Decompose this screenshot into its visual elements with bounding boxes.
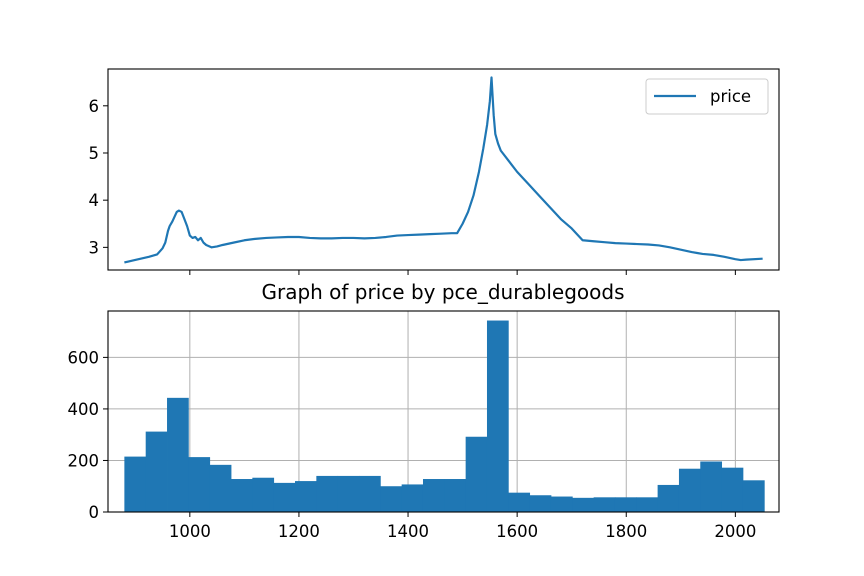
legend: price	[645, 78, 769, 115]
bottom-x-tick-label: 2000	[714, 522, 756, 541]
top-axes-frame	[107, 68, 780, 271]
histogram-bar	[572, 497, 595, 512]
bottom-x-tick-label: 1600	[496, 522, 538, 541]
histogram-bar	[188, 457, 211, 512]
bottom-x-tick-label: 1800	[605, 522, 647, 541]
bottom-y-ticks: 0 200 400 600	[68, 348, 108, 522]
histogram-bar	[593, 497, 616, 512]
top-x-ticks	[189, 270, 736, 275]
legend-box	[645, 78, 769, 115]
price-series-group	[124, 76, 763, 264]
histogram-bar	[550, 496, 573, 512]
histogram-bar	[380, 486, 403, 512]
histogram-bar	[508, 492, 531, 512]
histogram-bar	[636, 497, 659, 512]
series-line-price	[124, 76, 763, 264]
histogram-bar	[444, 479, 467, 512]
bottom-y-tick-label: 400	[68, 400, 100, 419]
top-y-tick-label: 6	[89, 97, 100, 116]
histogram-bars	[124, 320, 765, 512]
histogram-bar	[124, 456, 147, 512]
histogram-bar	[167, 397, 189, 512]
histogram-bar	[529, 495, 552, 512]
histogram-bar	[337, 475, 360, 512]
histogram-bar	[145, 431, 168, 512]
histogram-bar	[401, 484, 424, 512]
bottom-axes-frame	[107, 310, 780, 513]
histogram-bar	[209, 464, 232, 512]
top-y-tick-label: 3	[89, 238, 100, 257]
histogram-bar	[657, 484, 680, 512]
histogram-bar	[273, 482, 296, 512]
histogram-bar	[252, 477, 275, 512]
histogram-bar	[678, 468, 701, 512]
histogram-bar	[422, 479, 445, 512]
top-y-tick-label: 4	[89, 191, 100, 210]
histogram-bar	[614, 497, 637, 512]
price-histogram-chart: 0 200 400 600 1000 1200 1400 1600 1800 2000	[68, 310, 780, 541]
bottom-x-tick-label: 1200	[278, 522, 320, 541]
histogram-bar	[700, 461, 723, 512]
histogram-bar	[359, 475, 381, 512]
bottom-y-tick-label: 200	[68, 451, 100, 470]
price-line-chart: 3 4 5 6 price	[89, 68, 780, 275]
bottom-chart-title: Graph of price by pce_durablegoods	[261, 280, 624, 304]
bottom-y-tick-label: 0	[89, 503, 100, 522]
histogram-bar	[742, 480, 765, 512]
histogram-bar	[316, 475, 339, 512]
bottom-y-tick-label: 600	[68, 348, 100, 367]
bottom-x-ticks: 1000 1200 1400 1600 1800 2000	[169, 512, 756, 541]
top-y-ticks: 3 4 5 6	[89, 97, 108, 257]
histogram-bar	[231, 479, 253, 512]
histogram-bar	[295, 481, 317, 512]
histogram-bar	[721, 467, 744, 512]
top-y-tick-label: 5	[89, 144, 100, 163]
bottom-x-tick-label: 1000	[169, 522, 211, 541]
bottom-x-tick-label: 1400	[387, 522, 429, 541]
histogram-bar	[465, 436, 488, 512]
histogram-bar	[486, 320, 509, 512]
legend-label-price: price	[710, 87, 751, 106]
